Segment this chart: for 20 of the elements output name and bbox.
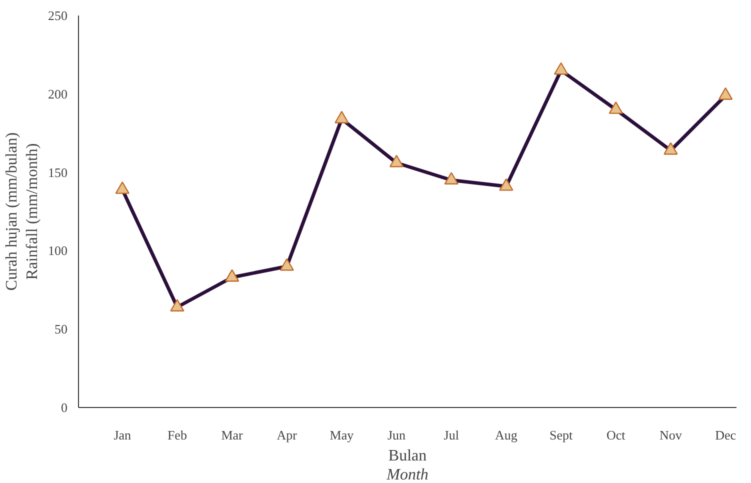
x-tick-label: Jan [114, 428, 132, 442]
y-tick-label: 200 [48, 86, 68, 102]
x-tick-label: Sept [549, 428, 573, 442]
x-tick-label: Feb [167, 428, 187, 442]
x-tick-label: Mar [221, 428, 244, 442]
y-tick-label: 50 [54, 322, 68, 337]
x-tick-label: Apr [276, 428, 298, 442]
x-tick-label: Nov [660, 428, 682, 442]
y-tick-label: 150 [48, 164, 68, 180]
x-axis-title: Bulan Month [386, 448, 428, 483]
y-tick-label: 250 [48, 8, 68, 23]
x-tick-label: Oct [606, 428, 626, 442]
x-tick-label: Dec [715, 428, 736, 442]
y-tick-label: 0 [61, 400, 68, 415]
x-tick-label: Jul [444, 428, 460, 442]
y-axis-title: Curah hujan (mm/bulan) Rainfall (mm/month) [4, 132, 41, 291]
x-tick-label: Jun [388, 428, 406, 442]
x-tick-label: May [330, 428, 354, 442]
y-tick-label: 100 [48, 243, 68, 258]
x-tick-label: Aug [495, 428, 518, 442]
